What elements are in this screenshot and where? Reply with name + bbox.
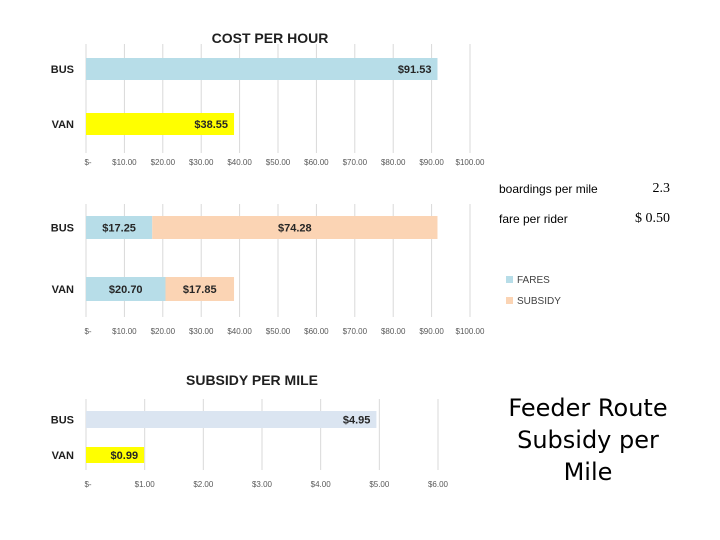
metrics-row-fare: fare per rider $ 0.50 — [497, 210, 700, 230]
x-tick-label: $30.00 — [189, 158, 214, 167]
slide-caption: Feeder Route Subsidy per Mile — [500, 392, 676, 488]
bar — [86, 447, 145, 463]
x-tick-label: $50.00 — [266, 158, 291, 167]
caption-line: Feeder Route — [508, 394, 668, 422]
x-tick-label: $60.00 — [304, 327, 329, 336]
bar — [86, 113, 235, 135]
metrics-label: fare per rider — [499, 212, 568, 226]
x-tick-label: $10.00 — [112, 158, 137, 167]
x-tick-label: $- — [84, 327, 91, 336]
data-label: $17.25 — [102, 223, 136, 235]
category-label: BUS — [51, 415, 74, 427]
x-tick-label: $1.00 — [135, 480, 156, 489]
legend-swatch — [506, 297, 513, 304]
legend-label: SUBSIDY — [517, 296, 561, 307]
x-tick-label: $40.00 — [227, 327, 252, 336]
legend-label: FARES — [517, 275, 550, 286]
bar — [86, 277, 166, 301]
metrics-row-boardings: boardings per mile 2.3 — [497, 180, 700, 200]
x-tick-label: $40.00 — [227, 158, 252, 167]
x-tick-label: $100.00 — [456, 158, 485, 167]
chart-title: COST PER HOUR — [212, 30, 329, 46]
x-tick-label: $80.00 — [381, 327, 406, 336]
x-tick-label: $- — [84, 158, 91, 167]
data-label: $0.99 — [111, 450, 139, 462]
data-label: $4.95 — [343, 415, 371, 427]
x-tick-label: $5.00 — [369, 480, 390, 489]
x-tick-label: $20.00 — [151, 327, 176, 336]
bar — [86, 411, 377, 428]
x-tick-label: $60.00 — [304, 158, 329, 167]
x-tick-label: $50.00 — [266, 327, 291, 336]
chart-title: SUBSIDY PER MILE — [186, 372, 318, 388]
metrics-label: boardings per mile — [499, 182, 598, 196]
category-label: BUS — [51, 64, 74, 76]
x-tick-label: $3.00 — [252, 480, 273, 489]
x-tick-label: $6.00 — [428, 480, 449, 489]
legend-swatch — [506, 276, 513, 283]
x-tick-label: $90.00 — [419, 327, 444, 336]
data-label: $38.55 — [194, 119, 228, 131]
x-tick-label: $100.00 — [456, 327, 485, 336]
metrics-value: 0.50 — [645, 211, 671, 226]
bar — [86, 216, 153, 239]
bar — [165, 277, 235, 301]
data-label: $17.85 — [183, 284, 217, 296]
data-label: $74.28 — [278, 223, 312, 235]
x-tick-label: $90.00 — [419, 158, 444, 167]
data-label: $91.53 — [398, 64, 432, 76]
category-label: VAN — [52, 284, 74, 296]
x-tick-label: $30.00 — [189, 327, 214, 336]
x-tick-label: $10.00 — [112, 327, 137, 336]
caption-line: Mile — [563, 458, 613, 486]
caption-line: Subsidy per — [517, 426, 659, 454]
x-tick-label: $70.00 — [343, 158, 368, 167]
x-tick-label: $2.00 — [193, 480, 214, 489]
x-tick-label: $70.00 — [343, 327, 368, 336]
bar — [152, 216, 438, 239]
category-label: BUS — [51, 223, 74, 235]
x-tick-label: $- — [84, 480, 91, 489]
category-label: VAN — [52, 450, 74, 462]
data-label: $20.70 — [109, 284, 143, 296]
metrics-value: 2.3 — [652, 181, 671, 196]
x-tick-label: $80.00 — [381, 158, 406, 167]
metrics-currency: $ — [635, 211, 642, 226]
category-label: VAN — [52, 119, 74, 131]
x-tick-label: $20.00 — [151, 158, 176, 167]
x-tick-label: $4.00 — [311, 480, 332, 489]
bar — [86, 58, 438, 80]
